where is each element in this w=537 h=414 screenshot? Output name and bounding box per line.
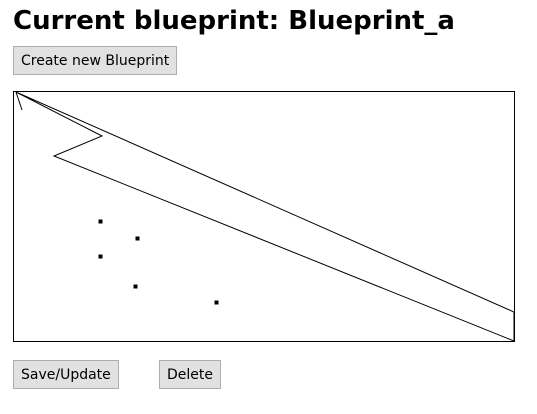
blueprint-canvas[interactable] xyxy=(13,91,515,342)
blueprint-point xyxy=(214,300,219,305)
blueprint-point xyxy=(98,219,103,224)
blueprint-polyline xyxy=(15,92,514,341)
delete-button[interactable]: Delete xyxy=(159,360,221,389)
blueprint-point xyxy=(133,284,138,289)
save-update-button[interactable]: Save/Update xyxy=(13,360,119,389)
create-blueprint-button[interactable]: Create new Blueprint xyxy=(13,46,178,75)
blueprint-drawing xyxy=(15,92,514,341)
blueprint-point xyxy=(135,236,140,241)
blueprint-point xyxy=(98,254,103,259)
page-title: Current blueprint: Blueprint_a xyxy=(13,6,455,36)
